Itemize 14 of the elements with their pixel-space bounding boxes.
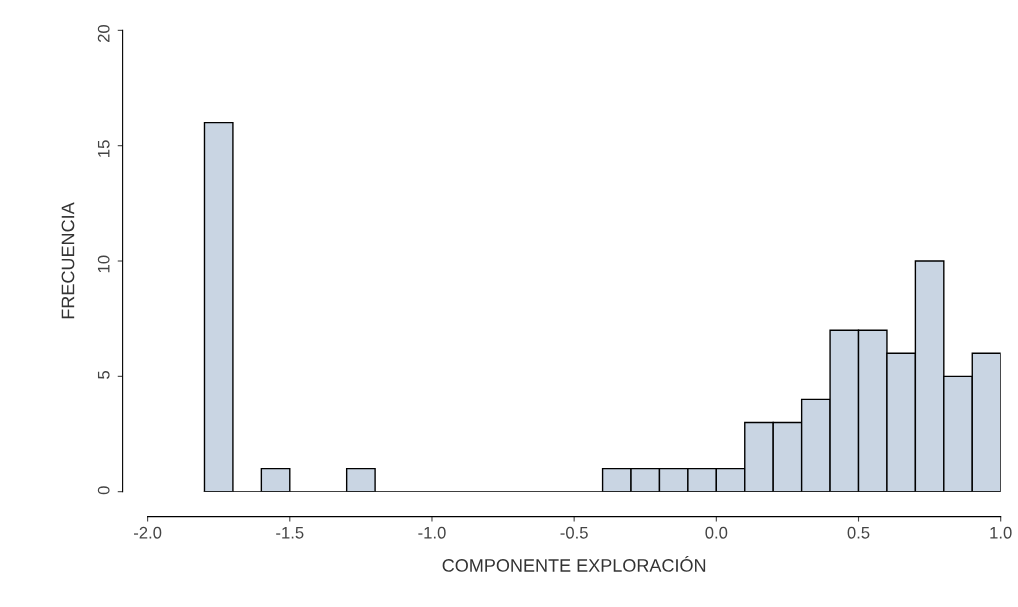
- x-axis-title: COMPONENTE EXPLORACIÓN: [442, 556, 706, 572]
- x-tick-label: 0.5: [847, 526, 870, 539]
- y-tick-label: 15: [97, 140, 110, 157]
- x-tick-label: 0.0: [705, 526, 728, 539]
- y-tick-label: 20: [97, 24, 110, 43]
- y-tick-label: 5: [97, 371, 110, 379]
- x-tick-label: -2.0: [133, 526, 162, 539]
- y-tick-label: 0: [97, 486, 110, 495]
- x-tick-label: -1.5: [276, 527, 304, 539]
- y-axis-title: FRECUENCIA: [61, 202, 75, 319]
- x-tick-label: 1.0: [990, 526, 1012, 539]
- x-tick-label: -0.5: [560, 526, 588, 539]
- y-tick-label: 10: [97, 255, 110, 273]
- x-tick-label: -1.0: [418, 526, 446, 539]
